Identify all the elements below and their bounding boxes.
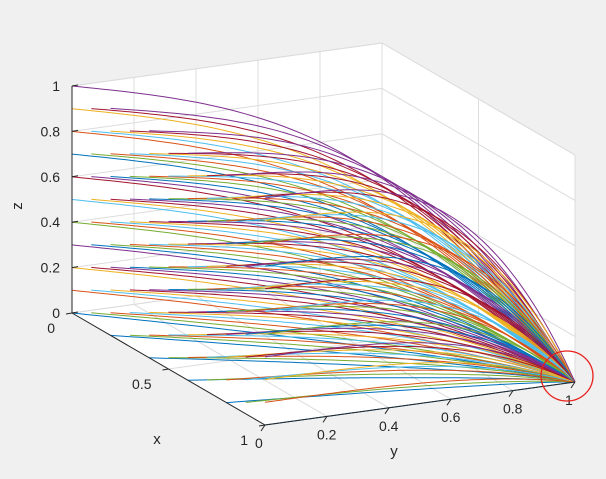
trajectory-series-51 xyxy=(149,153,576,383)
y-tick-mark xyxy=(260,424,266,432)
z-tick-mark xyxy=(71,266,79,269)
trajectory-series-59 xyxy=(168,220,576,383)
trajectory-series-0 xyxy=(71,312,576,383)
trajectory-series-41 xyxy=(129,130,576,383)
trajectory-series-8 xyxy=(71,130,576,383)
trajectory-series-11 xyxy=(91,312,576,383)
z-tick-label-1: 1 xyxy=(52,78,60,94)
y-tick-mark xyxy=(446,398,452,406)
box-edges xyxy=(71,42,576,382)
trajectory-series-111 xyxy=(264,278,576,383)
trajectory-series-107 xyxy=(264,362,576,383)
trajectory-series-106 xyxy=(264,378,576,403)
trajectory-series-109 xyxy=(264,321,576,383)
trajectory-series-10 xyxy=(71,85,576,383)
trajectory-series-112 xyxy=(264,256,576,383)
trajectory-series-96 xyxy=(245,365,576,383)
trajectory-series-95 xyxy=(245,380,576,403)
trajectory-series-114 xyxy=(264,211,576,383)
y-tick-label-0: 0 xyxy=(255,435,263,451)
y-tick-label-0.8: 0.8 xyxy=(503,401,523,417)
trajectory-series-60 xyxy=(168,198,576,383)
z-tick-mark xyxy=(71,84,79,87)
trajectory-series-31 xyxy=(110,107,576,383)
x-tick-mark xyxy=(258,424,266,427)
trajectory-series-115 xyxy=(264,189,576,383)
trajectory-series-62 xyxy=(168,152,576,383)
x-tick-mark xyxy=(65,312,73,315)
z-tick-label-0.4: 0.4 xyxy=(41,214,61,230)
y-tick-label-1: 1 xyxy=(565,392,573,408)
trajectory-series-42 xyxy=(149,357,576,383)
z-tick-mark xyxy=(71,129,79,132)
trajectory-series-48 xyxy=(149,221,576,383)
trajectory-series-25 xyxy=(110,244,576,383)
z-tick-label-0.8: 0.8 xyxy=(41,123,61,139)
z-tick-mark xyxy=(71,220,79,223)
y-tick-label-0.6: 0.6 xyxy=(441,409,461,425)
trajectory-series-53 xyxy=(168,357,576,383)
trajectory-series-82 xyxy=(207,195,576,383)
y-tick-mark xyxy=(570,381,576,389)
z-tick-labels: 0 0.2 0.4 0.6 0.8 1 xyxy=(41,78,61,321)
trajectory-series-55 xyxy=(168,311,576,383)
grid-z-backy xyxy=(71,87,383,132)
grid-z-backy xyxy=(71,133,383,178)
y-tick-labels: 0 0.2 0.4 0.6 0.8 1 xyxy=(255,392,573,451)
convergence-annotation-circle xyxy=(540,350,594,402)
trajectory-series-44 xyxy=(149,311,576,383)
trajectory-series xyxy=(71,85,576,426)
trajectory-series-83 xyxy=(207,173,576,383)
trajectory-series-12 xyxy=(91,289,576,383)
trajectory-series-16 xyxy=(91,198,576,383)
z-tick-mark xyxy=(71,311,79,314)
trajectory-series-23 xyxy=(110,289,576,383)
x-tick-label-0: 0 xyxy=(47,320,55,336)
z-axis-label: z xyxy=(9,202,26,210)
trajectory-series-27 xyxy=(110,198,576,383)
box-edge xyxy=(71,42,383,87)
trajectory-series-108 xyxy=(264,342,576,383)
y-axis-line xyxy=(264,381,576,426)
box-edge xyxy=(381,42,576,156)
trajectory-series-37 xyxy=(129,221,576,383)
x-tick-label-0.5: 0.5 xyxy=(132,376,152,392)
y-tick-mark xyxy=(508,390,514,397)
z-tick-label-0.6: 0.6 xyxy=(41,169,61,185)
trajectory-series-34 xyxy=(129,289,576,383)
trajectory-series-94 xyxy=(226,171,576,383)
x-tick-mark xyxy=(162,368,169,371)
z-tick-label-0: 0 xyxy=(52,305,60,321)
y-tick-label-0.4: 0.4 xyxy=(379,418,399,434)
trajectory-series-38 xyxy=(129,198,576,383)
axes xyxy=(65,84,576,432)
y-tick-mark xyxy=(384,407,390,415)
trajectory-series-3 xyxy=(71,244,576,383)
x-tick-label-1: 1 xyxy=(240,432,248,448)
trajectory-series-20 xyxy=(91,108,576,383)
trajectory-series-46 xyxy=(149,266,576,383)
x-tick-labels: 0 0.5 1 xyxy=(47,320,248,448)
z-tick-mark xyxy=(71,175,79,178)
y-axis-label: y xyxy=(390,443,398,460)
trajectory-series-97 xyxy=(245,345,576,383)
trajectory-series-113 xyxy=(264,233,576,383)
trajectory-series-43 xyxy=(149,334,576,383)
x-axis-label: x xyxy=(153,431,161,448)
trajectory-series-110 xyxy=(264,299,576,383)
z-tick-label-0.2: 0.2 xyxy=(41,260,61,276)
y-tick-mark xyxy=(322,416,328,423)
y-tick-label-0.2: 0.2 xyxy=(317,426,337,442)
